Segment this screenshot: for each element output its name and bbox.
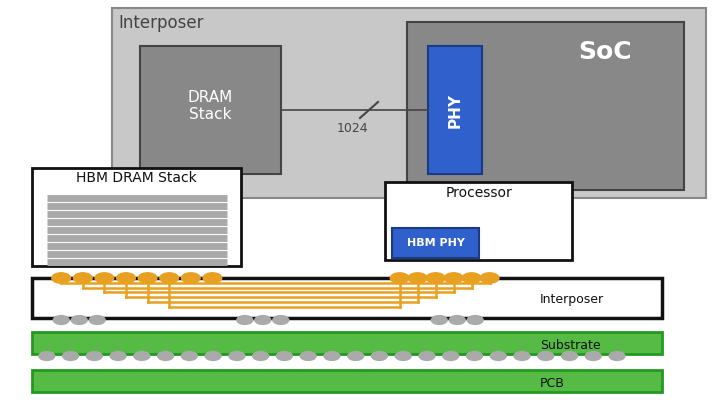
Circle shape <box>229 352 245 360</box>
Circle shape <box>408 273 427 283</box>
Circle shape <box>73 273 92 283</box>
Text: Processor: Processor <box>446 186 512 200</box>
Bar <box>392 228 479 258</box>
Circle shape <box>480 273 499 283</box>
Bar <box>32 278 662 318</box>
Circle shape <box>514 352 530 360</box>
Bar <box>428 46 482 174</box>
Circle shape <box>585 352 601 360</box>
Circle shape <box>390 273 409 283</box>
Circle shape <box>158 352 174 360</box>
Circle shape <box>53 316 69 324</box>
Bar <box>385 182 572 260</box>
Text: 1024: 1024 <box>337 122 369 135</box>
Circle shape <box>276 352 292 360</box>
Circle shape <box>431 316 447 324</box>
Circle shape <box>449 316 465 324</box>
Circle shape <box>181 352 197 360</box>
Circle shape <box>426 273 445 283</box>
Text: DRAM
Stack: DRAM Stack <box>188 90 233 122</box>
Circle shape <box>419 352 435 360</box>
Text: PHY: PHY <box>448 92 462 128</box>
Circle shape <box>181 273 200 283</box>
Bar <box>32 370 662 392</box>
Circle shape <box>89 316 105 324</box>
Text: PCB: PCB <box>540 377 565 390</box>
Circle shape <box>117 273 135 283</box>
Bar <box>32 168 241 266</box>
Circle shape <box>609 352 625 360</box>
Circle shape <box>63 352 78 360</box>
Text: Substrate: Substrate <box>540 339 600 352</box>
Circle shape <box>490 352 506 360</box>
Circle shape <box>95 273 114 283</box>
Circle shape <box>255 316 271 324</box>
Circle shape <box>86 352 102 360</box>
Bar <box>112 8 706 198</box>
Circle shape <box>138 273 157 283</box>
Circle shape <box>273 316 289 324</box>
Circle shape <box>372 352 387 360</box>
Circle shape <box>203 273 222 283</box>
Circle shape <box>538 352 554 360</box>
Circle shape <box>562 352 577 360</box>
Circle shape <box>300 352 316 360</box>
Bar <box>140 46 281 174</box>
Text: SoC: SoC <box>578 40 631 64</box>
Text: HBM PHY: HBM PHY <box>407 238 464 248</box>
Bar <box>407 22 684 190</box>
Text: HBM DRAM Stack: HBM DRAM Stack <box>76 171 197 185</box>
Circle shape <box>110 352 126 360</box>
Circle shape <box>237 316 253 324</box>
Circle shape <box>462 273 481 283</box>
Circle shape <box>253 352 269 360</box>
Circle shape <box>134 352 150 360</box>
Circle shape <box>324 352 340 360</box>
Circle shape <box>444 273 463 283</box>
Circle shape <box>71 316 87 324</box>
Circle shape <box>443 352 459 360</box>
Circle shape <box>160 273 179 283</box>
Text: Interposer: Interposer <box>540 294 604 306</box>
Circle shape <box>348 352 364 360</box>
Circle shape <box>467 352 482 360</box>
Circle shape <box>52 273 71 283</box>
Text: Interposer: Interposer <box>119 14 204 32</box>
Circle shape <box>205 352 221 360</box>
Circle shape <box>467 316 483 324</box>
Circle shape <box>39 352 55 360</box>
Circle shape <box>395 352 411 360</box>
Bar <box>32 332 662 354</box>
